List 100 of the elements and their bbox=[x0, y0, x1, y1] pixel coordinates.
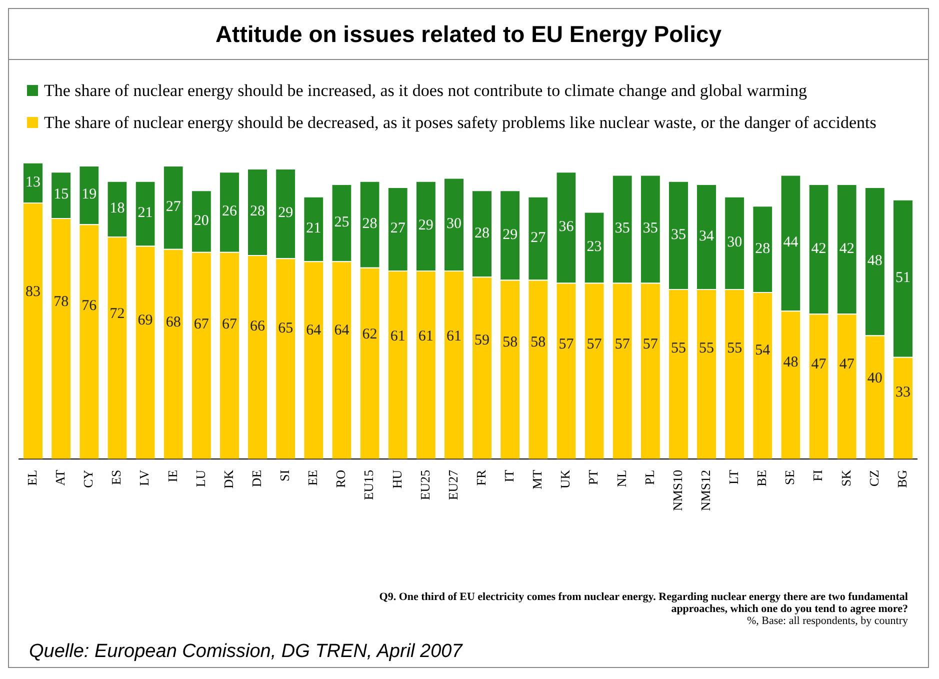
x-tick-label: SI bbox=[277, 470, 292, 482]
source-note: Quelle: European Comission, DG TREN, April 2007 bbox=[29, 641, 462, 663]
data-label: 42 bbox=[839, 240, 854, 257]
data-label: 48 bbox=[867, 253, 882, 270]
data-label: 29 bbox=[502, 226, 518, 243]
data-label: 35 bbox=[642, 220, 658, 237]
data-label: 29 bbox=[278, 205, 294, 222]
data-label: 67 bbox=[194, 316, 210, 332]
x-tick-label: LU bbox=[192, 469, 208, 488]
data-label: 35 bbox=[670, 226, 686, 243]
x-tick-label: SE bbox=[782, 470, 798, 485]
data-label: 21 bbox=[138, 205, 153, 222]
data-label: 19 bbox=[82, 186, 97, 203]
data-label: 36 bbox=[558, 219, 574, 236]
data-label: 78 bbox=[54, 294, 69, 310]
x-tick-label: EU15 bbox=[361, 470, 376, 500]
x-tick-label: LT bbox=[726, 470, 742, 485]
data-label: 47 bbox=[839, 356, 855, 372]
data-label: 65 bbox=[278, 320, 294, 336]
data-label: 57 bbox=[558, 336, 574, 352]
x-tick-label: BG bbox=[894, 470, 910, 488]
x-tick-label: EE bbox=[305, 470, 320, 486]
x-tick-label: BE bbox=[754, 470, 770, 486]
data-label: 13 bbox=[26, 174, 41, 190]
x-tick-label: DE bbox=[248, 470, 264, 488]
text: Q9. One third of EU electricity comes from nuclear energy. Regarding nuclear energy there are two fundamental approaches, which one do you tend to agree more? bbox=[378, 591, 908, 615]
x-tick-label: NMS10 bbox=[670, 470, 685, 512]
x-tick-label: IE bbox=[164, 470, 180, 482]
data-label: 67 bbox=[222, 316, 238, 332]
x-tick-label: LV bbox=[136, 469, 152, 486]
data-label: 28 bbox=[755, 240, 770, 257]
data-label: 61 bbox=[446, 328, 462, 344]
x-tick-label: CY bbox=[80, 469, 96, 488]
x-tick-label: PT bbox=[586, 470, 601, 485]
data-label: 72 bbox=[110, 306, 125, 322]
data-label: 58 bbox=[530, 334, 546, 350]
data-label: 27 bbox=[166, 199, 182, 216]
x-tick-label: DK bbox=[220, 469, 236, 489]
x-tick-label: FR bbox=[473, 470, 488, 486]
data-label: 55 bbox=[727, 340, 742, 356]
data-label: 57 bbox=[614, 336, 630, 352]
data-label: 21 bbox=[306, 220, 322, 237]
data-label: 55 bbox=[699, 340, 714, 356]
data-label: 27 bbox=[530, 230, 546, 246]
data-label: 26 bbox=[222, 204, 238, 220]
x-tick-label: NL bbox=[614, 470, 629, 488]
data-label: 48 bbox=[783, 354, 798, 370]
data-label: 68 bbox=[166, 314, 181, 330]
legend-label: The share of nuclear energy should be increased, as it does not contribute to climate change and global warming bbox=[44, 81, 808, 100]
data-label: 23 bbox=[586, 239, 602, 256]
data-label: 28 bbox=[362, 216, 378, 232]
data-label: 66 bbox=[250, 318, 266, 334]
data-label: 25 bbox=[334, 214, 350, 231]
data-label: 58 bbox=[502, 334, 518, 350]
data-label: 27 bbox=[390, 220, 406, 237]
data-label: 57 bbox=[586, 336, 602, 352]
chart-title: Attitude on issues related to EU Energy Policy bbox=[215, 20, 722, 48]
data-label: 51 bbox=[895, 270, 910, 286]
data-label: 64 bbox=[334, 322, 350, 338]
x-tick-label: HU bbox=[389, 469, 404, 489]
data-label: 29 bbox=[418, 218, 434, 234]
data-label: 28 bbox=[474, 225, 490, 242]
data-label: 44 bbox=[783, 234, 799, 251]
x-tick-label: AT bbox=[52, 470, 68, 486]
x-tick-label: NMS12 bbox=[698, 470, 713, 512]
data-label: 61 bbox=[390, 328, 406, 344]
data-label: 20 bbox=[194, 212, 209, 229]
data-label: 33 bbox=[895, 384, 910, 401]
data-label: 54 bbox=[755, 342, 771, 358]
data-label: 61 bbox=[418, 328, 434, 344]
data-label: 28 bbox=[250, 204, 266, 220]
x-tick-label: EU27 bbox=[445, 469, 460, 500]
x-tick-label: FI bbox=[810, 470, 826, 482]
x-tick-label: MT bbox=[530, 470, 545, 490]
x-tick-label: UK bbox=[558, 469, 573, 489]
x-tick-label: ES bbox=[108, 470, 124, 485]
data-label: 64 bbox=[306, 322, 322, 338]
x-tick-label: CZ bbox=[866, 470, 882, 486]
data-label: 35 bbox=[614, 220, 630, 237]
x-tick-label: EU25 bbox=[417, 470, 432, 500]
data-label: 83 bbox=[26, 284, 41, 300]
data-label: 55 bbox=[670, 340, 686, 356]
legend-label: The share of nuclear energy should be decreased, as it poses safety problems like nuclear waste, or the danger of accidents bbox=[44, 113, 876, 132]
x-tick-label: RO bbox=[333, 470, 348, 488]
data-label: 59 bbox=[474, 332, 490, 348]
data-label: 76 bbox=[82, 298, 98, 314]
x-tick-label: IT bbox=[502, 470, 517, 482]
x-tick-label: SK bbox=[838, 469, 854, 486]
data-label: 42 bbox=[811, 240, 826, 257]
data-label: 40 bbox=[867, 370, 882, 386]
data-label: 57 bbox=[642, 336, 658, 352]
data-label: 34 bbox=[699, 228, 715, 244]
data-label: 30 bbox=[727, 234, 742, 251]
x-tick-label: PL bbox=[642, 470, 657, 485]
data-label: 69 bbox=[138, 312, 153, 328]
text: %, Base: all respondents, by country bbox=[746, 615, 908, 627]
data-label: 47 bbox=[811, 356, 827, 372]
data-label: 62 bbox=[362, 326, 378, 342]
data-label: 30 bbox=[446, 216, 462, 232]
data-label: 15 bbox=[54, 186, 69, 203]
